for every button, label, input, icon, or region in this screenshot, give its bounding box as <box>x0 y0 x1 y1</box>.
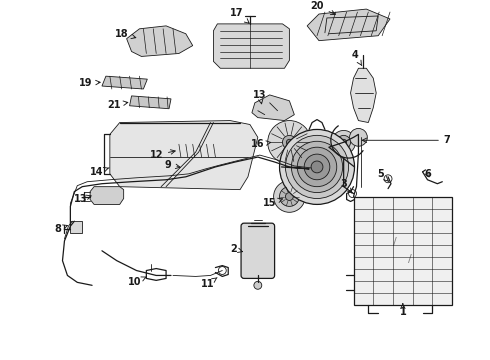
Text: 17: 17 <box>230 8 249 23</box>
Circle shape <box>273 181 305 212</box>
Text: 7: 7 <box>362 135 451 145</box>
Text: 19: 19 <box>79 78 100 88</box>
Polygon shape <box>252 95 294 121</box>
Text: 6: 6 <box>424 169 431 179</box>
Text: 21: 21 <box>107 100 128 110</box>
Polygon shape <box>71 221 82 233</box>
Text: 1: 1 <box>399 304 406 317</box>
Text: /: / <box>393 237 397 247</box>
Circle shape <box>332 130 355 154</box>
Text: 9: 9 <box>165 160 180 170</box>
Text: 8: 8 <box>54 224 68 234</box>
Polygon shape <box>214 24 290 68</box>
Polygon shape <box>102 76 147 89</box>
Circle shape <box>292 141 343 193</box>
Text: 15: 15 <box>263 198 283 208</box>
Circle shape <box>287 139 293 145</box>
Polygon shape <box>90 187 123 204</box>
Text: 13: 13 <box>74 194 91 204</box>
Circle shape <box>341 139 346 145</box>
Text: 4: 4 <box>352 50 362 66</box>
Circle shape <box>286 193 294 201</box>
Circle shape <box>286 135 348 198</box>
Text: 16: 16 <box>251 139 270 149</box>
Circle shape <box>337 135 350 149</box>
Circle shape <box>311 161 323 173</box>
FancyBboxPatch shape <box>241 223 274 278</box>
Polygon shape <box>350 68 376 122</box>
Text: 11: 11 <box>201 278 217 289</box>
Text: 2: 2 <box>230 244 243 254</box>
Circle shape <box>178 159 194 175</box>
Polygon shape <box>129 96 171 109</box>
Text: 18: 18 <box>115 29 136 39</box>
Text: 10: 10 <box>128 277 147 287</box>
Text: 3: 3 <box>340 179 352 193</box>
Polygon shape <box>176 144 225 157</box>
Circle shape <box>283 135 296 149</box>
Text: 20: 20 <box>310 1 335 15</box>
Text: 13: 13 <box>253 90 267 104</box>
Circle shape <box>279 130 354 204</box>
Text: 14: 14 <box>90 167 109 177</box>
Circle shape <box>268 121 311 164</box>
Circle shape <box>279 187 299 206</box>
Circle shape <box>182 163 190 171</box>
Circle shape <box>254 282 262 289</box>
Polygon shape <box>110 121 258 190</box>
Text: 12: 12 <box>149 150 175 160</box>
Polygon shape <box>126 26 193 57</box>
Circle shape <box>297 147 337 187</box>
Polygon shape <box>307 9 390 41</box>
Circle shape <box>349 129 368 146</box>
Circle shape <box>304 154 330 180</box>
Circle shape <box>169 143 183 157</box>
Text: /: / <box>408 254 412 264</box>
Bar <box>353 197 452 305</box>
Text: 5: 5 <box>377 169 389 181</box>
